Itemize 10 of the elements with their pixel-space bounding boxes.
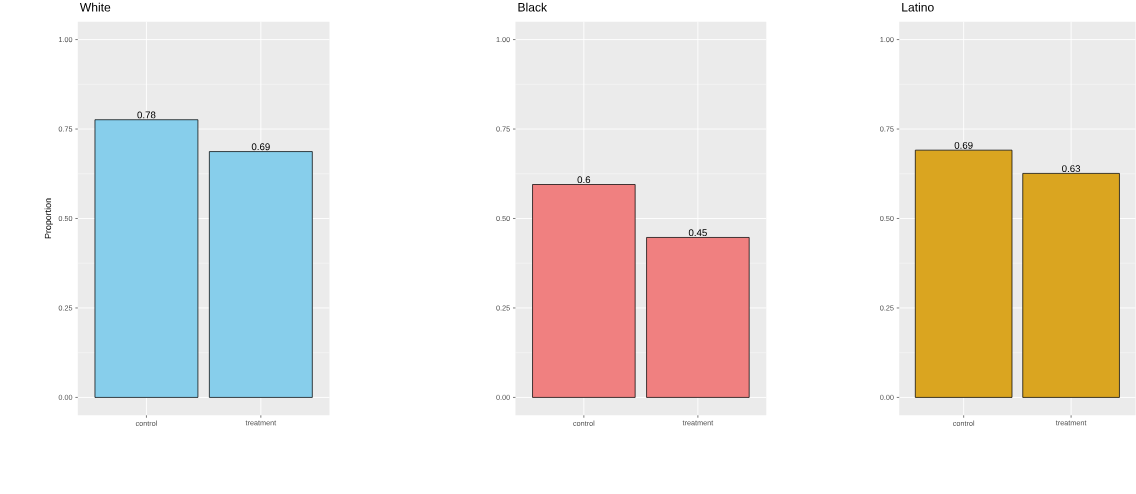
- y-axis-title: Proportion: [44, 198, 53, 239]
- data-label: 0.69: [954, 141, 973, 149]
- data-label: 0.63: [1062, 165, 1081, 173]
- data-label: 0.45: [688, 229, 707, 237]
- data-label: 0.69: [251, 143, 270, 151]
- chart-title: Black: [518, 2, 548, 12]
- chart-title: White: [79, 2, 111, 12]
- data-label: 0.78: [137, 111, 156, 119]
- chart-title: Latino: [902, 2, 934, 12]
- data-label: 0.6: [577, 176, 591, 184]
